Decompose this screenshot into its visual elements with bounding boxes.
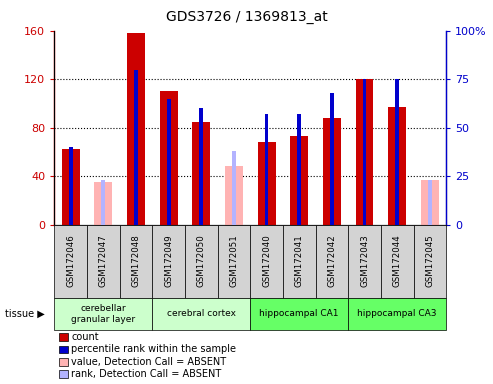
Text: GSM172041: GSM172041 <box>295 235 304 288</box>
Bar <box>69 147 72 225</box>
Text: hippocampal CA1: hippocampal CA1 <box>259 310 339 318</box>
Text: cerebellar
granular layer: cerebellar granular layer <box>71 304 135 324</box>
Bar <box>160 91 177 225</box>
Bar <box>167 99 171 225</box>
Text: cerebral cortex: cerebral cortex <box>167 310 236 318</box>
Text: rank, Detection Call = ABSENT: rank, Detection Call = ABSENT <box>71 369 222 379</box>
Bar <box>330 93 334 225</box>
Bar <box>192 122 210 225</box>
Bar <box>127 33 145 225</box>
Bar <box>94 182 112 225</box>
Bar <box>199 108 203 225</box>
Bar <box>290 136 308 225</box>
Bar <box>362 79 366 225</box>
Text: GSM172043: GSM172043 <box>360 235 369 288</box>
Text: GDS3726 / 1369813_at: GDS3726 / 1369813_at <box>166 10 327 23</box>
Text: GSM172044: GSM172044 <box>392 235 402 288</box>
Text: GSM172051: GSM172051 <box>229 235 239 288</box>
Text: tissue ▶: tissue ▶ <box>5 309 45 319</box>
Text: GSM172048: GSM172048 <box>131 235 141 288</box>
Bar <box>232 151 236 225</box>
Bar <box>388 107 406 225</box>
Text: GSM172049: GSM172049 <box>164 235 173 288</box>
Text: GSM172045: GSM172045 <box>425 235 434 288</box>
Bar <box>355 79 374 225</box>
Text: GSM172046: GSM172046 <box>66 235 75 288</box>
Bar <box>421 180 439 225</box>
Bar <box>257 142 276 225</box>
Bar <box>225 167 243 225</box>
Bar <box>395 79 399 225</box>
Bar <box>265 114 269 225</box>
Bar <box>62 149 79 225</box>
Text: hippocampal CA3: hippocampal CA3 <box>357 310 437 318</box>
Bar <box>428 180 432 225</box>
Bar <box>101 180 105 225</box>
Text: value, Detection Call = ABSENT: value, Detection Call = ABSENT <box>71 357 227 367</box>
Text: GSM172050: GSM172050 <box>197 235 206 288</box>
Text: percentile rank within the sample: percentile rank within the sample <box>71 344 237 354</box>
Bar <box>134 70 138 225</box>
Text: GSM172042: GSM172042 <box>327 235 336 288</box>
Bar <box>323 118 341 225</box>
Text: count: count <box>71 332 99 342</box>
Bar <box>297 114 301 225</box>
Text: GSM172040: GSM172040 <box>262 235 271 288</box>
Text: GSM172047: GSM172047 <box>99 235 108 288</box>
